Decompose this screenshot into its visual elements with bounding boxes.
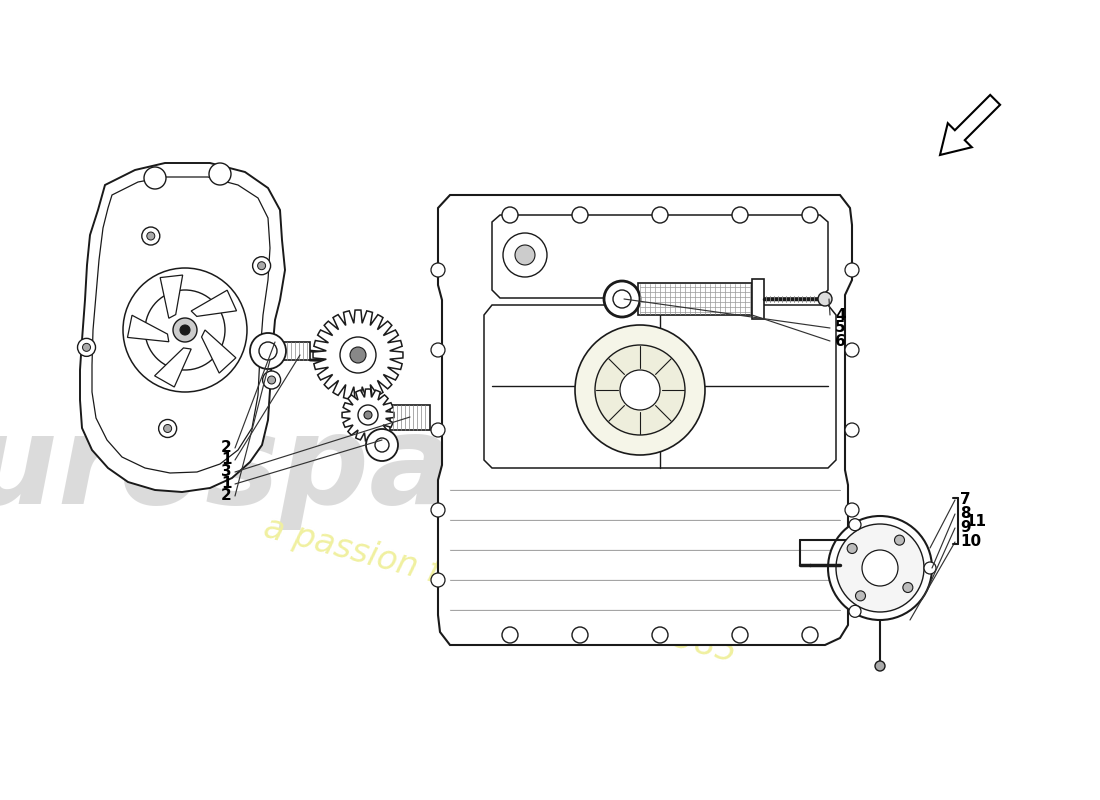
Polygon shape — [492, 215, 828, 298]
Text: 7: 7 — [960, 493, 970, 507]
Circle shape — [845, 263, 859, 277]
Circle shape — [267, 376, 276, 384]
Polygon shape — [201, 330, 235, 373]
Circle shape — [845, 343, 859, 357]
Polygon shape — [438, 195, 852, 645]
Polygon shape — [342, 389, 394, 441]
Circle shape — [431, 573, 446, 587]
Circle shape — [836, 524, 924, 612]
Polygon shape — [128, 315, 168, 342]
Circle shape — [364, 411, 372, 419]
Circle shape — [894, 535, 904, 545]
Circle shape — [502, 207, 518, 223]
Circle shape — [431, 343, 446, 357]
Polygon shape — [752, 279, 764, 319]
Circle shape — [253, 257, 271, 274]
Circle shape — [903, 582, 913, 593]
Polygon shape — [638, 283, 752, 315]
Circle shape — [572, 207, 588, 223]
Circle shape — [431, 263, 446, 277]
Circle shape — [375, 438, 389, 452]
Circle shape — [145, 290, 226, 370]
Polygon shape — [390, 405, 430, 430]
Circle shape — [77, 338, 96, 356]
Circle shape — [613, 290, 631, 308]
Circle shape — [620, 370, 660, 410]
Circle shape — [164, 425, 172, 433]
Circle shape — [340, 337, 376, 373]
Circle shape — [802, 627, 818, 643]
Circle shape — [257, 262, 265, 270]
Circle shape — [82, 343, 90, 351]
Circle shape — [431, 423, 446, 437]
Circle shape — [818, 292, 832, 306]
Text: 1: 1 — [221, 453, 232, 467]
Circle shape — [652, 207, 668, 223]
Circle shape — [431, 503, 446, 517]
Circle shape — [845, 423, 859, 437]
Text: 6: 6 — [835, 334, 846, 349]
Text: 2: 2 — [221, 441, 232, 455]
Circle shape — [845, 573, 859, 587]
Circle shape — [209, 163, 231, 185]
Polygon shape — [314, 310, 403, 400]
Text: 10: 10 — [960, 534, 981, 550]
Polygon shape — [484, 305, 836, 468]
Polygon shape — [272, 342, 310, 360]
Circle shape — [366, 429, 398, 461]
Circle shape — [847, 543, 857, 554]
Circle shape — [572, 627, 588, 643]
Circle shape — [144, 167, 166, 189]
Polygon shape — [80, 163, 285, 492]
Circle shape — [924, 562, 936, 574]
Text: 1: 1 — [221, 477, 232, 491]
Text: 11: 11 — [965, 514, 986, 529]
Text: eurospares: eurospares — [0, 410, 675, 530]
Circle shape — [652, 627, 668, 643]
Text: 4: 4 — [835, 307, 846, 322]
Circle shape — [358, 405, 378, 425]
Circle shape — [350, 347, 366, 363]
Circle shape — [595, 345, 685, 435]
Text: 9: 9 — [960, 521, 970, 535]
Circle shape — [503, 233, 547, 277]
Polygon shape — [155, 348, 191, 387]
Circle shape — [575, 325, 705, 455]
Circle shape — [258, 342, 277, 360]
Circle shape — [158, 419, 177, 438]
Circle shape — [604, 281, 640, 317]
Circle shape — [849, 518, 861, 530]
Circle shape — [123, 268, 248, 392]
Circle shape — [180, 325, 190, 335]
Polygon shape — [161, 275, 183, 318]
Circle shape — [732, 207, 748, 223]
Circle shape — [732, 627, 748, 643]
Circle shape — [845, 503, 859, 517]
Text: a passion for cars since 1985: a passion for cars since 1985 — [260, 511, 740, 669]
Text: 5: 5 — [835, 321, 846, 335]
Circle shape — [849, 606, 861, 618]
Circle shape — [142, 227, 160, 245]
Circle shape — [146, 232, 155, 240]
Circle shape — [515, 245, 535, 265]
Circle shape — [828, 516, 932, 620]
Text: 8: 8 — [960, 506, 970, 522]
Circle shape — [874, 661, 886, 671]
Polygon shape — [191, 290, 236, 316]
Circle shape — [263, 371, 280, 389]
Circle shape — [250, 333, 286, 369]
Text: 2: 2 — [221, 489, 232, 503]
Circle shape — [173, 318, 197, 342]
Circle shape — [862, 550, 898, 586]
Text: 3: 3 — [221, 465, 232, 479]
Circle shape — [802, 207, 818, 223]
Polygon shape — [940, 95, 1000, 155]
Circle shape — [502, 627, 518, 643]
Circle shape — [856, 591, 866, 601]
